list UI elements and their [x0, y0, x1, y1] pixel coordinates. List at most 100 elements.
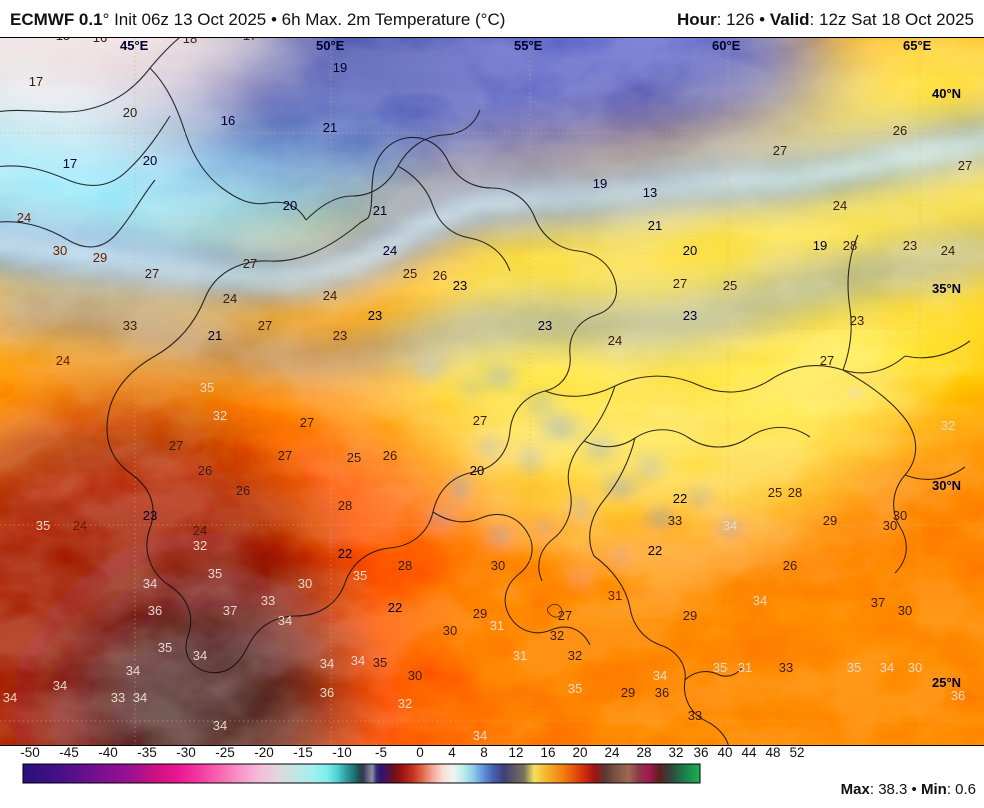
- svg-text:21: 21: [208, 328, 222, 343]
- svg-text:32: 32: [398, 696, 412, 711]
- svg-text:34: 34: [753, 593, 767, 608]
- svg-text:27: 27: [300, 415, 314, 430]
- svg-text:33: 33: [688, 708, 702, 723]
- svg-text:34: 34: [193, 648, 207, 663]
- svg-text:0: 0: [416, 745, 424, 760]
- svg-text:16: 16: [540, 745, 555, 760]
- svg-text:23: 23: [368, 308, 382, 323]
- svg-text:31: 31: [513, 648, 527, 663]
- svg-text:29: 29: [823, 513, 837, 528]
- svg-text:35: 35: [373, 655, 387, 670]
- svg-text:12: 12: [508, 745, 523, 760]
- svg-text:24: 24: [833, 198, 847, 213]
- svg-text:37: 37: [871, 595, 885, 610]
- svg-text:35: 35: [208, 566, 222, 581]
- svg-text:-10: -10: [332, 745, 352, 760]
- svg-text:18: 18: [183, 38, 197, 46]
- svg-text:23: 23: [333, 328, 347, 343]
- svg-text:23: 23: [453, 278, 467, 293]
- svg-text:34: 34: [143, 576, 157, 591]
- svg-text:31: 31: [490, 618, 504, 633]
- svg-text:20: 20: [123, 105, 137, 120]
- svg-text:36: 36: [693, 745, 708, 760]
- svg-text:36: 36: [951, 688, 965, 703]
- svg-text:33: 33: [261, 593, 275, 608]
- svg-text:22: 22: [673, 491, 687, 506]
- svg-text:45°E: 45°E: [120, 38, 149, 53]
- svg-text:34: 34: [320, 656, 334, 671]
- svg-text:24: 24: [56, 353, 70, 368]
- svg-text:22: 22: [338, 546, 352, 561]
- svg-text:35: 35: [200, 380, 214, 395]
- svg-text:-40: -40: [98, 745, 118, 760]
- svg-text:32: 32: [213, 408, 227, 423]
- svg-text:25: 25: [403, 266, 417, 281]
- svg-text:19: 19: [593, 176, 607, 191]
- svg-text:65°E: 65°E: [903, 38, 932, 53]
- svg-text:29: 29: [93, 250, 107, 265]
- svg-text:30: 30: [298, 576, 312, 591]
- svg-text:33: 33: [668, 513, 682, 528]
- svg-text:-20: -20: [254, 745, 274, 760]
- svg-text:23: 23: [903, 238, 917, 253]
- svg-text:27: 27: [773, 143, 787, 158]
- svg-text:-50: -50: [20, 745, 40, 760]
- svg-text:23: 23: [143, 508, 157, 523]
- svg-text:19: 19: [813, 238, 827, 253]
- svg-text:28: 28: [843, 238, 857, 253]
- svg-text:31: 31: [608, 588, 622, 603]
- svg-text:23: 23: [683, 308, 697, 323]
- svg-text:32: 32: [941, 418, 955, 433]
- svg-text:25: 25: [723, 278, 737, 293]
- svg-text:30: 30: [893, 508, 907, 523]
- svg-text:27: 27: [169, 438, 183, 453]
- svg-text:31: 31: [738, 660, 752, 675]
- svg-text:23: 23: [850, 313, 864, 328]
- svg-text:26: 26: [383, 448, 397, 463]
- svg-text:35: 35: [847, 660, 861, 675]
- svg-text:29: 29: [473, 606, 487, 621]
- svg-text:29: 29: [621, 685, 635, 700]
- svg-text:20: 20: [470, 463, 484, 478]
- svg-text:35: 35: [36, 518, 50, 533]
- svg-text:24: 24: [941, 243, 955, 258]
- svg-text:-45: -45: [59, 745, 79, 760]
- svg-text:24: 24: [608, 333, 622, 348]
- svg-text:48: 48: [765, 745, 780, 760]
- svg-text:37: 37: [223, 603, 237, 618]
- svg-text:34: 34: [473, 728, 487, 743]
- svg-text:24: 24: [323, 288, 337, 303]
- svg-text:26: 26: [198, 463, 212, 478]
- svg-text:30: 30: [408, 668, 422, 683]
- svg-text:32: 32: [193, 538, 207, 553]
- svg-text:-30: -30: [176, 745, 196, 760]
- svg-text:30: 30: [908, 660, 922, 675]
- svg-text:27: 27: [258, 318, 272, 333]
- svg-text:26: 26: [893, 123, 907, 138]
- svg-text:17: 17: [243, 38, 257, 43]
- svg-text:34: 34: [213, 718, 227, 733]
- svg-text:33: 33: [111, 690, 125, 705]
- svg-text:34: 34: [880, 660, 894, 675]
- svg-text:20: 20: [143, 153, 157, 168]
- svg-text:20: 20: [572, 745, 587, 760]
- svg-text:20: 20: [683, 243, 697, 258]
- svg-text:44: 44: [741, 745, 757, 760]
- svg-text:34: 34: [126, 663, 140, 678]
- svg-text:16: 16: [221, 113, 235, 128]
- svg-text:28: 28: [636, 745, 651, 760]
- svg-text:36: 36: [148, 603, 162, 618]
- svg-text:28: 28: [338, 498, 352, 513]
- svg-text:-15: -15: [293, 745, 313, 760]
- svg-text:30: 30: [443, 623, 457, 638]
- svg-text:27: 27: [558, 608, 572, 623]
- svg-text:24: 24: [604, 745, 620, 760]
- svg-text:26: 26: [783, 558, 797, 573]
- svg-text:-35: -35: [137, 745, 157, 760]
- svg-text:33: 33: [779, 660, 793, 675]
- svg-text:26: 26: [433, 268, 447, 283]
- svg-text:20: 20: [283, 198, 297, 213]
- svg-text:36: 36: [655, 685, 669, 700]
- svg-text:35: 35: [848, 386, 862, 401]
- svg-text:27: 27: [673, 276, 687, 291]
